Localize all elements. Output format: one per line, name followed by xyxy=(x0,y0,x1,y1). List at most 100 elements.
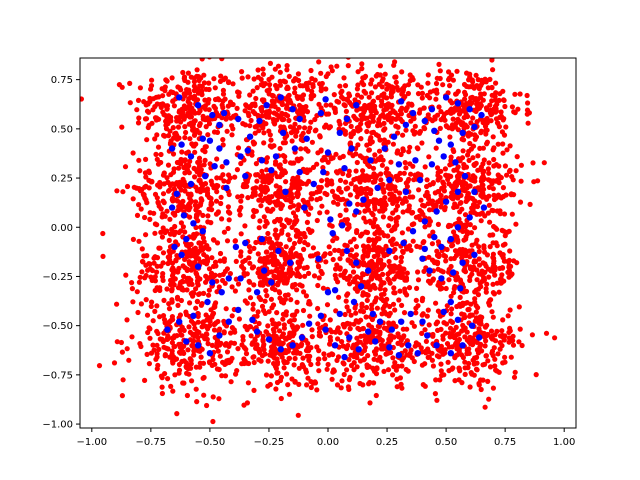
x-axis: −1.00 −0.75 −0.50 −0.25 0.00 0.25 0.50 0.75 1.00 xyxy=(76,428,575,448)
background-point xyxy=(182,229,188,235)
background-point xyxy=(250,109,256,115)
background-point xyxy=(166,306,173,312)
background-point xyxy=(359,79,365,85)
background-point xyxy=(264,293,270,299)
background-point xyxy=(354,274,360,280)
background-point xyxy=(436,61,442,67)
highlight-point xyxy=(324,289,332,296)
background-point xyxy=(415,277,422,283)
background-point xyxy=(380,157,386,163)
highlight-point xyxy=(442,94,450,101)
highlight-point xyxy=(471,251,478,258)
background-point xyxy=(139,258,146,265)
background-point xyxy=(460,148,466,154)
background-point xyxy=(147,99,153,105)
background-point xyxy=(257,192,264,198)
background-point xyxy=(508,263,514,269)
background-point xyxy=(364,229,371,236)
background-point xyxy=(332,109,338,115)
background-point xyxy=(386,113,392,119)
background-point xyxy=(164,335,170,341)
background-point xyxy=(321,351,327,357)
background-point xyxy=(483,338,489,344)
background-point xyxy=(495,141,501,147)
background-point xyxy=(212,361,218,367)
background-point xyxy=(172,212,178,218)
background-point xyxy=(273,191,279,197)
background-point xyxy=(283,244,289,250)
background-point xyxy=(194,299,200,305)
highlight-point xyxy=(225,275,232,282)
background-point xyxy=(340,360,346,366)
background-point xyxy=(118,339,124,346)
background-point xyxy=(491,223,497,230)
background-point xyxy=(260,125,266,131)
background-point xyxy=(488,328,495,334)
background-point xyxy=(392,264,398,270)
background-point xyxy=(276,201,282,208)
background-point xyxy=(479,348,485,354)
background-point xyxy=(264,277,270,283)
background-point xyxy=(250,88,256,94)
background-point xyxy=(148,274,154,280)
highlight-point xyxy=(303,135,310,142)
background-point xyxy=(189,378,195,384)
background-point xyxy=(303,293,309,299)
background-point xyxy=(318,268,324,274)
highlight-point xyxy=(440,153,447,160)
background-point xyxy=(478,103,484,109)
highlight-point xyxy=(421,218,428,225)
background-point xyxy=(415,91,422,97)
background-point xyxy=(480,120,486,126)
background-point xyxy=(210,418,216,425)
background-point xyxy=(218,200,224,207)
background-point xyxy=(279,228,285,234)
background-point xyxy=(419,90,425,96)
background-point xyxy=(193,214,199,221)
highlight-point xyxy=(414,350,421,357)
background-point xyxy=(366,94,372,100)
background-point xyxy=(273,227,279,233)
background-point xyxy=(238,249,244,255)
background-point xyxy=(400,249,406,255)
background-point xyxy=(352,305,358,311)
background-point xyxy=(158,151,164,158)
background-point xyxy=(220,142,226,148)
highlight-point xyxy=(440,308,447,316)
background-point xyxy=(160,93,166,99)
background-point xyxy=(462,359,468,365)
background-point xyxy=(200,212,206,218)
background-point xyxy=(184,166,190,173)
background-point xyxy=(206,80,212,86)
background-point xyxy=(138,206,144,212)
background-point xyxy=(301,289,307,295)
background-point xyxy=(470,155,476,161)
background-point xyxy=(218,73,224,79)
background-point xyxy=(437,174,443,181)
background-point xyxy=(169,181,176,187)
background-point xyxy=(409,222,415,228)
background-point xyxy=(345,257,351,263)
background-point xyxy=(476,256,482,262)
background-point xyxy=(201,290,207,296)
background-point xyxy=(377,137,383,143)
background-point xyxy=(187,158,193,164)
background-point xyxy=(393,116,399,122)
background-point xyxy=(291,240,298,247)
background-point xyxy=(424,177,430,183)
highlight-point xyxy=(277,346,284,353)
background-point xyxy=(235,281,242,287)
background-point xyxy=(479,314,485,320)
background-point xyxy=(306,270,312,276)
background-point xyxy=(156,346,162,352)
highlight-point xyxy=(194,342,202,349)
background-point xyxy=(277,145,283,152)
background-point xyxy=(369,306,375,312)
background-point xyxy=(303,146,309,152)
background-point xyxy=(294,273,300,279)
background-point xyxy=(204,116,210,122)
background-point xyxy=(448,106,454,112)
background-point xyxy=(160,191,167,197)
background-point xyxy=(437,68,443,74)
y-tick-label: 0.75 xyxy=(51,75,73,86)
